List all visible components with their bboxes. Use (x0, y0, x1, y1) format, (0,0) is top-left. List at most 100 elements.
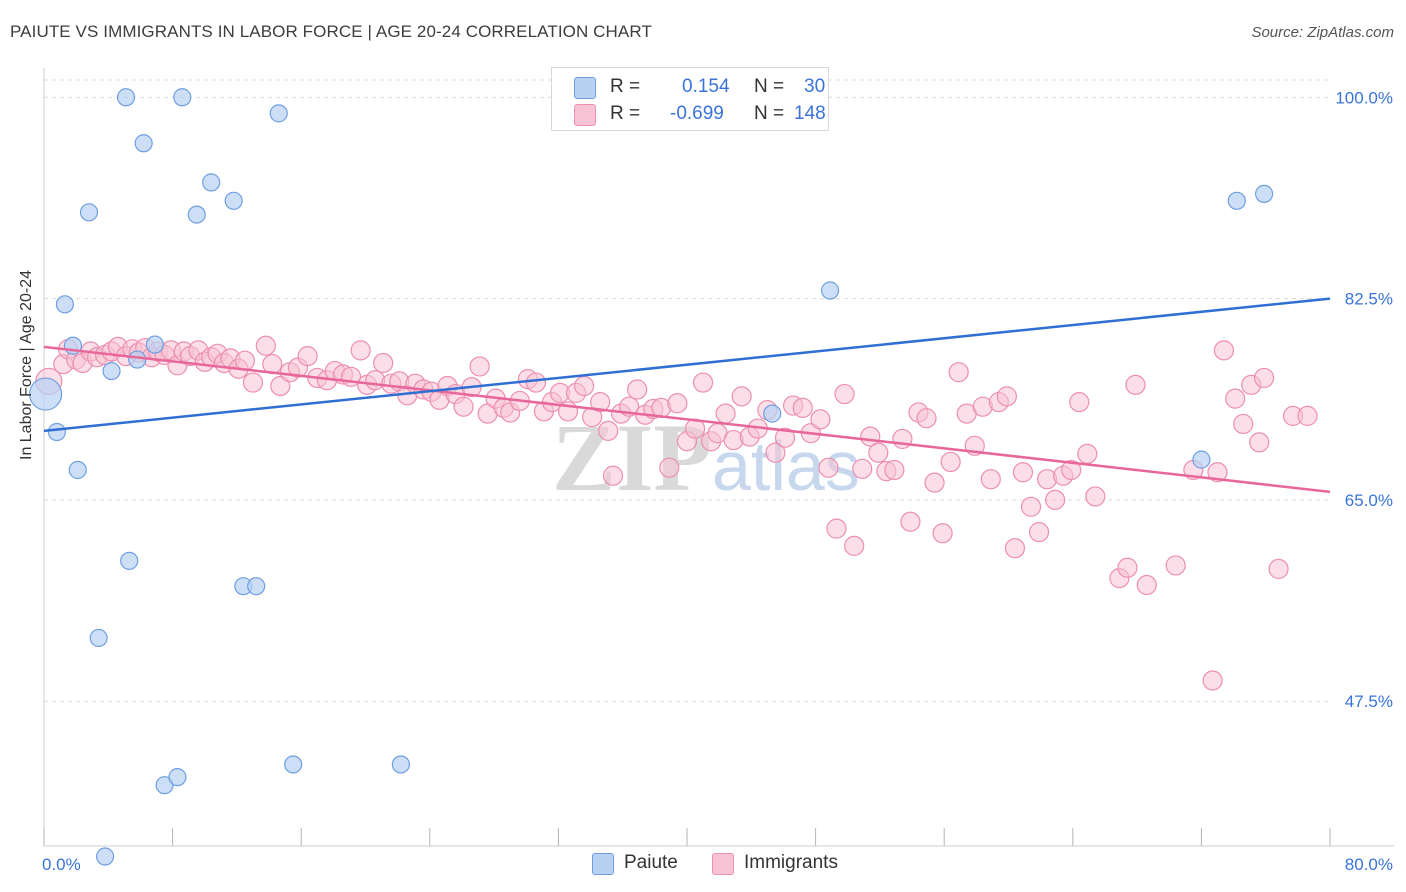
immigrants-point (373, 352, 394, 374)
paiute-point (247, 577, 266, 596)
paiute-point (47, 422, 66, 442)
immigrants-point (792, 397, 813, 418)
immigrants-point (590, 392, 611, 413)
immigrants-swatch (574, 104, 596, 126)
immigrants-point (1117, 557, 1138, 578)
immigrants-point (834, 383, 855, 405)
immigrants-r-value: -0.699 (670, 103, 724, 124)
paiute-point (155, 776, 174, 795)
immigrants-point (1165, 555, 1186, 576)
paiute-point (68, 460, 87, 480)
immigrants-point (818, 457, 839, 478)
chart-source: Source: ZipAtlas.com (1251, 24, 1394, 41)
x-tick-label: 0.0% (42, 855, 81, 874)
immigrants-n-label: N = (754, 103, 785, 124)
immigrants-point (765, 442, 786, 463)
paiute-point (102, 361, 121, 381)
immigrants-point (1085, 486, 1106, 507)
immigrants-point (980, 469, 1001, 490)
paiute-point (269, 104, 288, 123)
paiute-n-label: N = (754, 76, 785, 97)
immigrants-point (255, 335, 276, 356)
immigrants-point (1004, 538, 1026, 559)
immigrants-point (297, 345, 318, 367)
immigrants-point (602, 465, 624, 486)
immigrants-point (1253, 367, 1275, 389)
immigrants-point (948, 362, 969, 383)
y-tick-label: 100.0% (1335, 88, 1393, 107)
paiute-point (391, 755, 410, 774)
paiute-point (168, 768, 187, 787)
immigrants-point (1249, 432, 1270, 453)
paiute-point (1192, 450, 1211, 469)
immigrants-point (1213, 340, 1235, 361)
immigrants-point (1207, 462, 1228, 483)
immigrants-n-value: 148 (794, 103, 826, 124)
paiute-points (29, 88, 1274, 866)
immigrants-point (574, 375, 595, 397)
paiute-legend-swatch (592, 853, 614, 875)
paiute-point (1227, 191, 1246, 210)
y-tick-label: 47.5% (1345, 692, 1393, 711)
immigrants-point (1233, 413, 1254, 435)
immigrants-point (1125, 374, 1146, 395)
y-axis-label: In Labor Force | Age 20-24 (18, 269, 35, 460)
immigrants-point (1061, 459, 1082, 481)
immigrants-point (469, 356, 490, 377)
paiute-point (79, 203, 99, 222)
paiute-point (95, 847, 115, 866)
paiute-r-value: 0.154 (682, 76, 730, 97)
immigrants-point (1012, 462, 1034, 483)
paiute-point (202, 173, 221, 192)
paiute-point (29, 377, 63, 411)
immigrants-point (242, 372, 264, 393)
tick-labels: 47.5% 65.0% 82.5% 100.0% 0.0% 80.0% (42, 88, 1393, 874)
chart-title: PAIUTE VS IMMIGRANTS IN LABOR FORCE | AG… (10, 22, 652, 41)
paiute-point (89, 628, 108, 648)
immigrants-point (940, 451, 961, 473)
paiute-r-label: R = (610, 76, 641, 97)
immigrants-points (35, 335, 1318, 691)
immigrants-point (525, 372, 546, 393)
paiute-point (284, 755, 303, 774)
immigrants-point (900, 511, 921, 532)
x-tick-label: 80.0% (1345, 855, 1393, 874)
immigrants-point (270, 375, 291, 397)
watermark-zip: ZIP (552, 404, 712, 511)
immigrants-point (932, 523, 953, 544)
immigrants-point (810, 409, 831, 430)
immigrants-point (1297, 405, 1318, 427)
immigrants-point (453, 396, 474, 417)
y-tick-label: 65.0% (1345, 491, 1393, 510)
immigrants-point (350, 340, 371, 361)
immigrants-point (715, 403, 736, 424)
paiute-point (224, 191, 243, 210)
y-tick-label: 82.5% (1345, 290, 1393, 309)
immigrants-point (868, 442, 889, 463)
immigrants-point (1202, 670, 1223, 691)
immigrants-point (234, 350, 256, 371)
immigrants-point (1136, 574, 1157, 596)
paiute-trend-line (43, 297, 1331, 433)
immigrants-point (774, 427, 796, 448)
paiute-point (173, 88, 192, 107)
immigrants-point (826, 518, 847, 539)
paiute-swatch (574, 77, 596, 99)
immigrants-legend-label: Immigrants (744, 852, 838, 873)
immigrants-point (844, 535, 865, 557)
paiute-point (128, 350, 147, 369)
axes (43, 68, 1394, 847)
immigrants-point (852, 458, 873, 479)
immigrants-r-label: R = (610, 103, 641, 124)
immigrants-point (1268, 558, 1289, 580)
immigrants-trend-line (43, 345, 1331, 494)
immigrants-point (916, 408, 937, 429)
immigrants-point (996, 386, 1017, 407)
paiute-point (116, 88, 136, 107)
immigrants-point (1028, 521, 1050, 543)
immigrants-point (692, 372, 714, 393)
immigrants-point (667, 393, 688, 414)
paiute-point (187, 205, 206, 224)
immigrants-point (627, 379, 648, 400)
